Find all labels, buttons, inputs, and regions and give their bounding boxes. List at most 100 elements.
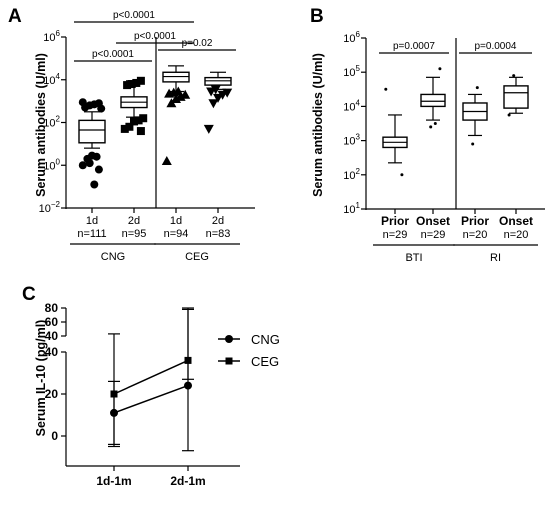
x-tick-label: Onset (499, 214, 533, 228)
outlier-point (208, 99, 219, 109)
sample-size-label: n=111 (77, 228, 106, 240)
outlier-point (132, 78, 141, 87)
x-tick-label: 2d-1m (170, 474, 205, 488)
outlier-point (164, 88, 175, 98)
outlier-point (429, 125, 433, 129)
series-line (113, 384, 189, 414)
outlier-point (171, 93, 181, 103)
panel-b: B Serum antibodies (U/ml) 101 102 103 104 10… (310, 6, 545, 264)
y-tick-label: 101 (343, 201, 360, 216)
y-tick-label: 102 (343, 167, 360, 182)
group-label: CEG (185, 251, 209, 263)
group-label: RI (490, 252, 501, 264)
outlier-point (125, 122, 134, 131)
y-tick-label: 10−2 (39, 200, 61, 215)
sample-size-label: n=29 (383, 229, 408, 241)
panel-c-y-axis-label: Serum IL-10 (pg/ml) (34, 320, 48, 437)
y-tick-label: 102 (43, 115, 60, 130)
panel-b-y-axis-label: Serum antibodies (U/ml) (311, 53, 325, 197)
outlier-point (206, 87, 217, 97)
sample-size-label: n=83 (206, 228, 231, 240)
outlier-point (507, 113, 511, 117)
y-tick-label: 60 (45, 315, 59, 329)
outlier-point (512, 74, 516, 78)
y-tick-label: 0 (51, 429, 58, 443)
outlier-point (123, 81, 132, 90)
p-value-label: p=0.0007 (393, 41, 435, 52)
y-tick-label: 80 (45, 301, 59, 315)
outlier-point (471, 142, 475, 146)
outlier-point (475, 86, 479, 90)
data-point (110, 390, 118, 398)
outlier-point (130, 117, 138, 126)
data-point (184, 381, 192, 390)
sample-size-label: n=94 (164, 228, 189, 240)
outlier-point (81, 103, 90, 112)
outlier-point (203, 124, 214, 134)
legend-marker (225, 335, 233, 343)
box-iqr (503, 85, 529, 109)
x-tick-label: Prior (461, 214, 489, 228)
x-tick-label: 1d (170, 215, 182, 227)
panel-c-letter: C (22, 284, 36, 305)
y-tick-label: 100 (43, 157, 60, 172)
outlier-point (139, 114, 148, 123)
x-tick-label: Onset (416, 214, 450, 228)
outlier-point (85, 159, 94, 168)
outlier-point (217, 90, 228, 100)
x-tick-label: 2d (128, 215, 140, 227)
panel-a: A Serum antibodies (U/ml) 10−2 100 102 104 1… (8, 6, 255, 263)
outlier-point (438, 67, 442, 71)
outlier-point (97, 104, 106, 113)
legend-label: CNG (251, 332, 280, 347)
y-tick-label: 103 (343, 133, 360, 148)
outlier-point (94, 165, 103, 174)
legend-marker (225, 357, 233, 365)
y-tick-label: 105 (343, 64, 360, 79)
x-tick-label: 1d (86, 215, 98, 227)
series-line (113, 359, 189, 395)
panel-a-y-axis-label: Serum antibodies (U/ml) (34, 53, 48, 197)
y-tick-label: 104 (343, 98, 360, 113)
outlier-point (400, 173, 404, 177)
y-tick-label: 106 (343, 30, 360, 45)
group-label: CNG (101, 251, 125, 263)
y-tick-label: 106 (43, 29, 60, 44)
sample-size-label: n=20 (504, 229, 529, 241)
p-value-label: p<0.0001 (113, 10, 155, 21)
p-value-label: p<0.0001 (92, 49, 134, 60)
panel-b-letter: B (310, 6, 324, 27)
x-tick-label: 1d-1m (96, 474, 131, 488)
outlier-point (384, 87, 388, 91)
panel-a-letter: A (8, 6, 22, 27)
x-tick-label: 2d (212, 215, 224, 227)
sample-size-label: n=29 (421, 229, 446, 241)
outlier-point (136, 127, 145, 136)
y-tick-label: 104 (43, 72, 60, 87)
x-tick-label: Prior (381, 214, 409, 228)
group-label: BTI (405, 252, 422, 264)
outlier-point (127, 80, 136, 89)
outlier-point (136, 76, 145, 85)
y-tick-label: 40 (45, 345, 59, 359)
outlier-point (134, 116, 143, 125)
p-value-label: p=0.0004 (475, 41, 517, 52)
box-iqr (420, 93, 446, 108)
outlier-point (213, 93, 223, 103)
data-point (184, 356, 192, 364)
y-tick-label: 40 (45, 329, 59, 343)
sample-size-label: n=95 (122, 228, 147, 240)
outlier-point (78, 161, 87, 170)
p-value-label: p=0.02 (182, 38, 213, 49)
p-value-label: p<0.0001 (134, 31, 176, 42)
outlier-point (433, 122, 437, 125)
legend-label: CEG (251, 354, 279, 369)
outlier-point (120, 124, 129, 133)
box-iqr (78, 119, 106, 144)
outlier-point (161, 155, 172, 165)
outlier-point (90, 180, 99, 189)
sample-size-label: n=20 (463, 229, 488, 241)
y-tick-label: 20 (45, 387, 59, 401)
